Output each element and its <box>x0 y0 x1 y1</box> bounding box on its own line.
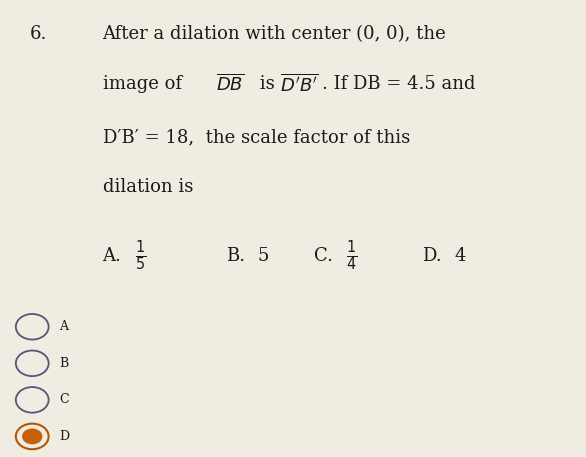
Text: 4: 4 <box>454 247 465 265</box>
Text: . If DB = 4.5 and: . If DB = 4.5 and <box>322 75 476 93</box>
Text: D′B′ = 18,  the scale factor of this: D′B′ = 18, the scale factor of this <box>103 128 410 146</box>
Text: $\frac{1}{5}$: $\frac{1}{5}$ <box>135 239 146 273</box>
Text: 6.: 6. <box>29 25 47 43</box>
Text: B.: B. <box>226 247 245 265</box>
Text: $\overline{D'B'}$: $\overline{D'B'}$ <box>280 73 319 95</box>
Circle shape <box>22 429 42 444</box>
Text: A: A <box>59 320 68 333</box>
Text: D: D <box>59 430 69 443</box>
Text: After a dilation with center (0, 0), the: After a dilation with center (0, 0), the <box>103 25 447 43</box>
Text: dilation is: dilation is <box>103 178 193 196</box>
Text: C.: C. <box>314 247 332 265</box>
Text: is: is <box>254 75 280 93</box>
Text: 5: 5 <box>258 247 269 265</box>
Text: C: C <box>59 393 69 406</box>
Text: A.: A. <box>103 247 121 265</box>
Text: $\overline{\mathit{DB}}$: $\overline{\mathit{DB}}$ <box>216 73 244 94</box>
Text: D.: D. <box>422 247 441 265</box>
Text: $\frac{1}{4}$: $\frac{1}{4}$ <box>346 239 357 273</box>
Text: image of: image of <box>103 75 188 93</box>
Text: B: B <box>59 357 69 370</box>
